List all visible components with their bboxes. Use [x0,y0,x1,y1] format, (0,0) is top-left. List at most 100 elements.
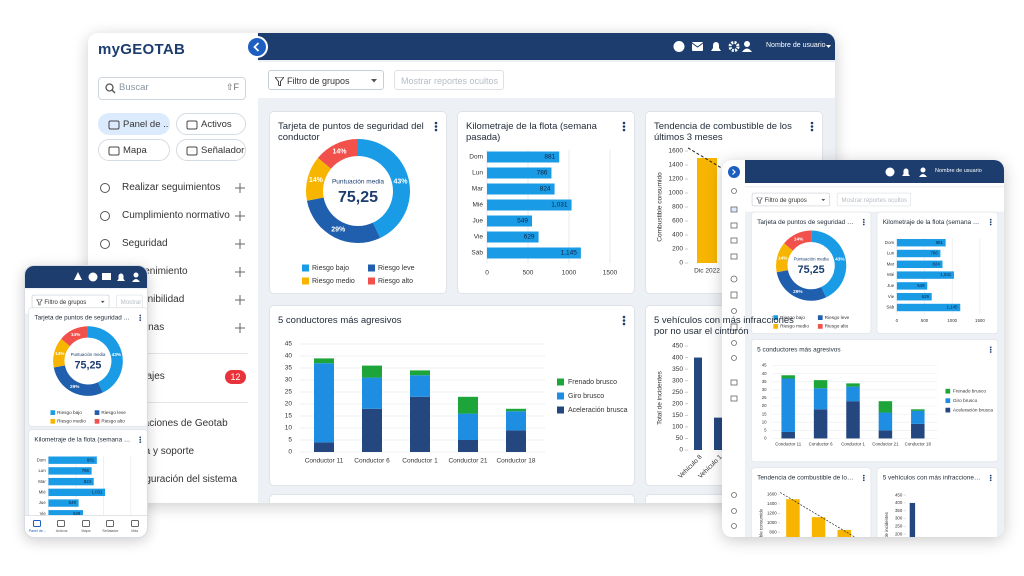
menu-item[interactable]: Cumplimiento normativo [88,206,258,226]
x-tick-label: Conductor 6 [354,458,390,465]
y-tick-label: Lun [39,468,47,473]
menu-dot[interactable] [810,125,814,128]
nav-item[interactable]: Mapa [74,516,98,537]
legend-swatch [50,418,56,424]
x-tick-label: Conductor 1 [841,442,865,447]
menu-dot[interactable] [810,128,814,132]
nav-item[interactable]: Activos [49,516,73,537]
menu-dot[interactable] [139,441,142,443]
menu-dot[interactable] [862,218,865,221]
menu-dot[interactable] [810,121,814,125]
menu-dot[interactable] [862,477,865,479]
legend-swatch [817,315,823,320]
menu-dot[interactable] [139,319,142,322]
legend-label: Riesgo bajo [57,410,82,415]
menu-dot[interactable] [622,322,626,326]
menu-dot[interactable] [139,316,142,319]
bar [48,499,79,507]
funnel-icon [36,299,43,306]
menu-dot[interactable] [622,319,626,322]
center-label: Puntuación media [71,352,106,357]
card-title: Kilometraje de la flota (semana pasada) [466,121,597,143]
shortcut-button[interactable]: Panel de ... [98,113,170,135]
y-axis-label: Total de incidentes [884,511,889,537]
legend-label: Frenado brusco [953,388,986,394]
menu-dot[interactable] [622,125,626,128]
menu-dot[interactable] [989,351,992,353]
menu-dot[interactable] [622,128,626,132]
menu-dot[interactable] [989,221,992,223]
menu-dot[interactable] [989,477,992,479]
group-filter[interactable]: Filtro de grupos [31,294,110,309]
y-tick-label: Dom [885,240,895,245]
y-axis-label: Total de incidentes [657,370,664,425]
group-filter-label: Filtro de grupos [764,196,807,204]
menu-dot[interactable] [989,474,992,477]
x-tick-label: 500 [523,270,534,277]
menu-dot[interactable] [862,221,865,223]
menu-dot[interactable] [862,223,865,226]
search-box[interactable]: Buscar ⇧F [98,77,246,100]
menu-dot[interactable] [989,346,992,349]
user-name[interactable]: Nombre de usuario [766,42,826,49]
segment-label: 14% [309,177,324,184]
menu-dot[interactable] [434,125,438,128]
menu-dot[interactable] [434,128,438,132]
tablet: Nombre de usuario Filtro de grupos Mostra… [722,160,1004,537]
menu-dot[interactable] [139,436,142,439]
menu-dot[interactable] [622,121,626,125]
value-label: 881 [544,154,555,161]
menu-dot[interactable] [862,479,865,482]
y-tick-label: 250 [672,389,683,396]
bar [786,499,800,537]
menu-dot[interactable] [862,474,865,477]
legend-swatch [50,410,56,415]
group-filter[interactable]: Filtro de grupos [751,192,831,207]
menu-item[interactable]: Seguridad [88,234,258,254]
menu-dot[interactable] [139,314,142,317]
top-bar [25,266,147,288]
bar-segment [506,430,526,452]
nav-item[interactable]: Más [123,516,147,537]
legend-swatch [817,324,823,329]
y-tick-label: 20 [762,403,767,408]
donut-segment [358,139,410,239]
y-tick-label: 1200 [669,176,684,183]
hidden-reports-label: Mostrar reportes ocultos [401,76,499,86]
menu-dot[interactable] [622,315,626,319]
legend-label: Riesgo leve [378,265,415,272]
y-tick-label: 0 [764,436,767,441]
collapse-button[interactable] [246,36,268,58]
menu-dot[interactable] [989,348,992,351]
x-tick-label: 0 [485,270,489,277]
menu-item[interactable]: Realizar seguimientos [88,178,258,198]
top-icons[interactable] [885,167,929,177]
x-tick-label: Dic 2022 [694,268,720,275]
bar-segment [878,401,893,413]
top-icons[interactable] [673,40,753,53]
menu-dot[interactable] [139,438,142,441]
legend-label: Riesgo alto [378,278,413,285]
menu-dot[interactable] [989,479,992,482]
group-filter[interactable]: Filtro de grupos [268,70,384,90]
user-name[interactable]: Nombre de usuario [935,168,982,174]
menu-dot[interactable] [989,218,992,221]
shortcut-button[interactable]: Señalador [176,139,246,161]
bar-segment [314,442,334,452]
value-label: 786 [82,468,90,473]
value-label: 549 [69,500,77,505]
shortcut-button[interactable]: Mapa [98,139,170,161]
y-tick-label: 30 [285,377,293,384]
menu-dot[interactable] [989,223,992,226]
nav-item[interactable]: Panel de... [25,516,49,537]
shortcut-button[interactable]: Activos [176,113,246,135]
nav-icon [130,520,139,527]
bar [896,238,946,247]
bar-segment [911,410,925,424]
menu-dot[interactable] [434,121,438,125]
chart: 43% 29% 14% 14% Puntuación media 75,25 Riesgo … [50,314,142,424]
top-icons[interactable] [73,272,143,282]
content: Filtro de grupos Mostrar reportes ocultos… [745,186,1004,537]
y-tick-label: 10 [762,419,767,424]
nav-item[interactable]: Señalador [98,516,122,537]
